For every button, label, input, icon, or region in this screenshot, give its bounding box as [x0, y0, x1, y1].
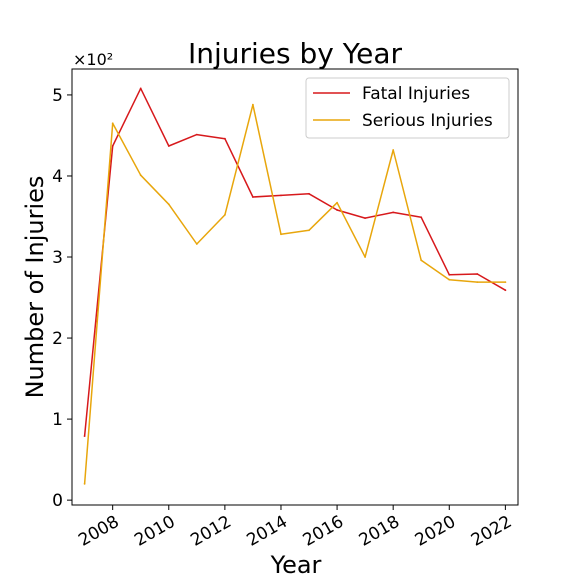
series-line-0: [83, 87, 506, 437]
data-point: [476, 281, 479, 283]
y-tick-label: 0: [52, 491, 63, 511]
data-point: [111, 122, 114, 125]
legend-label-fatal: Fatal Injuries: [362, 84, 470, 104]
x-tick-label: 2022: [468, 512, 515, 551]
data-point: [504, 289, 507, 292]
y-axis-label: Number of Injuries: [21, 176, 49, 399]
data-point: [167, 145, 170, 147]
series-line-1: [83, 103, 506, 484]
data-point: [224, 214, 226, 216]
y-tick-label: 1: [52, 410, 63, 430]
data-point: [392, 149, 395, 151]
y-tick-label: 2: [52, 329, 63, 349]
data-point: [504, 281, 507, 283]
data-point: [336, 209, 338, 211]
x-tick-label: 2018: [356, 512, 403, 551]
data-point: [448, 278, 451, 281]
data-point: [139, 174, 142, 177]
x-axis-label: Year: [270, 551, 322, 576]
data-point: [280, 194, 282, 197]
data-point: [336, 201, 338, 204]
plot-frame: [71, 68, 519, 506]
y-tick-label: 5: [52, 86, 63, 106]
y-offset-label: ×10²: [73, 50, 113, 69]
data-point: [476, 273, 479, 275]
data-point: [195, 133, 198, 136]
x-tick-label: 2020: [412, 512, 459, 551]
data-point: [420, 216, 423, 219]
data-point: [280, 233, 282, 236]
chart-title: Injuries by Year: [188, 37, 403, 70]
data-point: [139, 87, 142, 90]
data-point: [364, 217, 366, 220]
data-point: [83, 435, 86, 437]
data-point: [308, 192, 310, 195]
x-tick-label: 2016: [300, 512, 347, 551]
legend-label-serious: Serious Injuries: [362, 111, 493, 131]
data-point: [224, 137, 226, 140]
data-point: [111, 145, 114, 147]
legend: Fatal Injuries Serious Injuries: [305, 77, 510, 139]
data-point: [448, 273, 451, 276]
data-point: [167, 203, 170, 206]
data-point: [420, 259, 423, 262]
y-tick-label: 3: [52, 248, 63, 268]
x-tick-label: 2010: [131, 512, 178, 551]
data-point: [195, 243, 198, 245]
x-tick-label: 2008: [75, 512, 122, 551]
plot-area: [83, 87, 507, 485]
data-point: [364, 256, 366, 258]
data-point: [83, 483, 86, 485]
data-point: [252, 103, 254, 106]
x-tick-label: 2014: [244, 512, 291, 551]
x-tick-label: 2012: [187, 512, 234, 551]
axes: 0 1 2 3 4 5 2008 2010 2012 2014 2016 2018 2020 2022: [52, 86, 515, 551]
data-point: [308, 229, 310, 232]
data-point: [252, 196, 254, 198]
y-tick-label: 4: [52, 167, 63, 187]
data-point: [392, 211, 395, 214]
legend-box: [305, 77, 510, 139]
